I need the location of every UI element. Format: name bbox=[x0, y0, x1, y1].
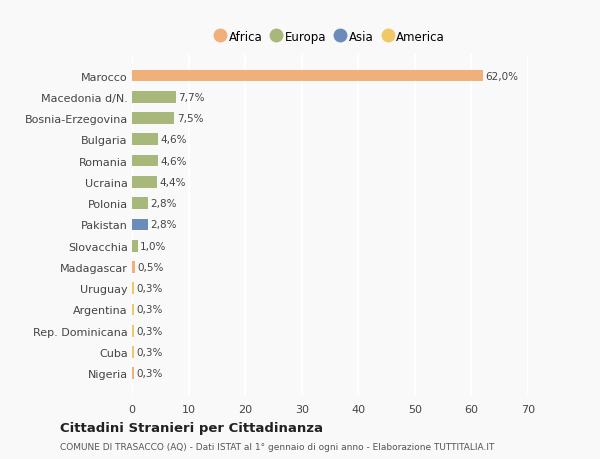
Bar bbox=[132, 177, 157, 188]
Text: 7,7%: 7,7% bbox=[178, 93, 205, 102]
Legend: Africa, Europa, Asia, America: Africa, Europa, Asia, America bbox=[212, 27, 448, 47]
Text: 4,6%: 4,6% bbox=[160, 156, 187, 166]
Text: 0,3%: 0,3% bbox=[136, 326, 163, 336]
Text: Cittadini Stranieri per Cittadinanza: Cittadini Stranieri per Cittadinanza bbox=[60, 421, 323, 434]
Bar bbox=[132, 71, 483, 82]
Text: 0,3%: 0,3% bbox=[136, 305, 163, 315]
Text: 0,3%: 0,3% bbox=[136, 347, 163, 357]
Bar bbox=[132, 368, 134, 379]
Text: 1,0%: 1,0% bbox=[140, 241, 166, 251]
Bar bbox=[132, 198, 148, 209]
Bar bbox=[132, 241, 137, 252]
Text: 4,6%: 4,6% bbox=[160, 135, 187, 145]
Bar bbox=[132, 219, 148, 231]
Bar bbox=[132, 134, 158, 146]
Text: 0,3%: 0,3% bbox=[136, 284, 163, 294]
Text: 0,3%: 0,3% bbox=[136, 369, 163, 379]
Text: 2,8%: 2,8% bbox=[150, 220, 176, 230]
Text: COMUNE DI TRASACCO (AQ) - Dati ISTAT al 1° gennaio di ogni anno - Elaborazione T: COMUNE DI TRASACCO (AQ) - Dati ISTAT al … bbox=[60, 442, 494, 451]
Text: 0,5%: 0,5% bbox=[137, 263, 163, 272]
Text: 2,8%: 2,8% bbox=[150, 199, 176, 209]
Bar bbox=[132, 325, 134, 337]
Text: 4,4%: 4,4% bbox=[159, 178, 185, 187]
Bar bbox=[132, 347, 134, 358]
Bar bbox=[132, 156, 158, 167]
Bar bbox=[132, 304, 134, 316]
Bar bbox=[132, 283, 134, 294]
Bar bbox=[132, 113, 175, 125]
Bar bbox=[132, 92, 176, 103]
Text: 7,5%: 7,5% bbox=[176, 114, 203, 124]
Bar bbox=[132, 262, 135, 273]
Text: 62,0%: 62,0% bbox=[485, 71, 518, 81]
